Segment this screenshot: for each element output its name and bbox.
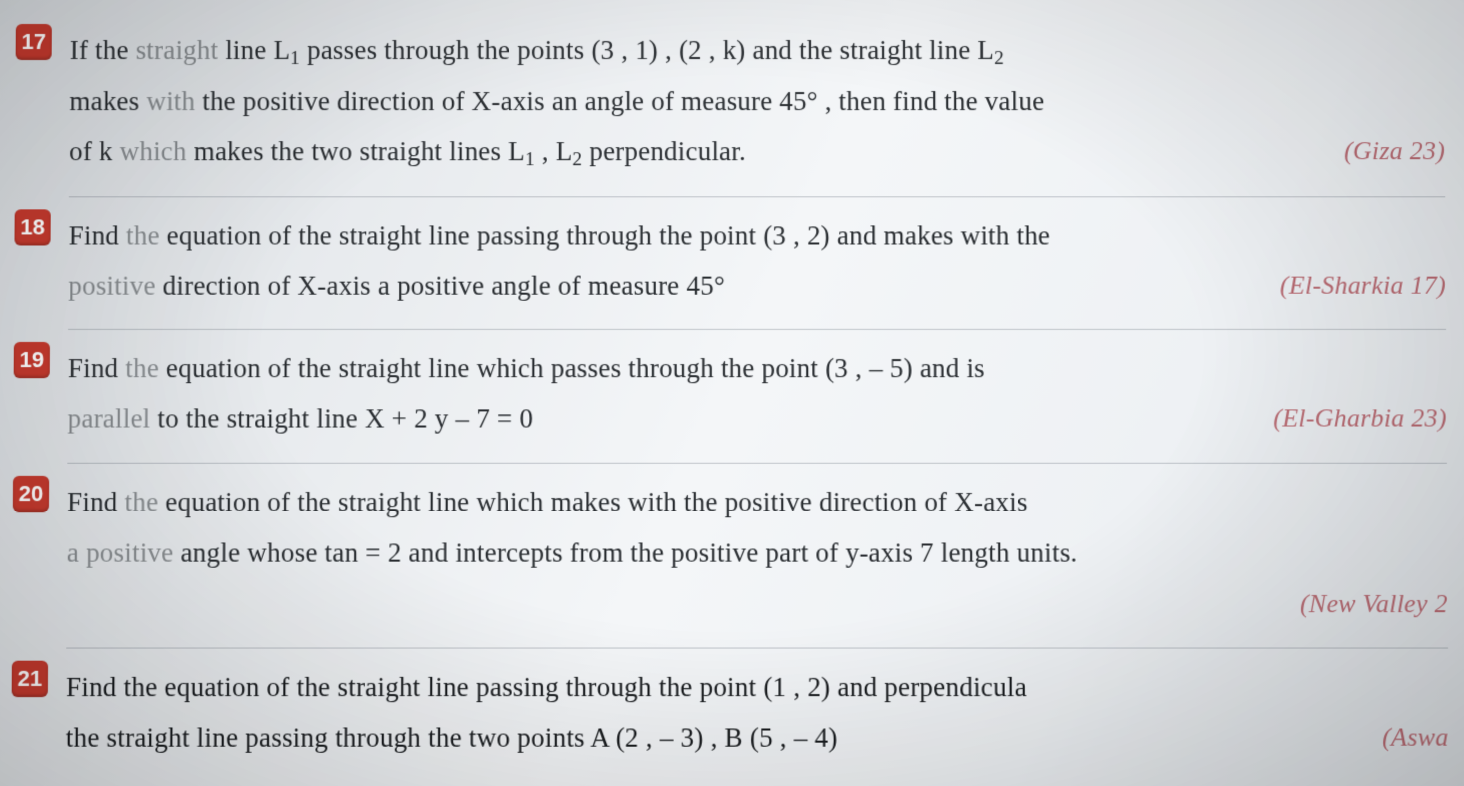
text-faded: straight (136, 35, 219, 65)
text: of k (69, 136, 120, 166)
text-faded: positive (68, 270, 155, 300)
text-faded: the (125, 353, 159, 383)
text-faded: which (120, 136, 187, 166)
text-faded: a positive (67, 538, 174, 568)
text: line L (218, 35, 290, 65)
question-number-badge: 17 (16, 24, 52, 60)
source-citation: (El-Sharkia 17) (1280, 261, 1446, 309)
text: the positive direction of X-axis an angl… (195, 86, 1044, 116)
text: Find (68, 353, 126, 383)
source-citation: (Giza 23) (1344, 127, 1445, 175)
question-18: 18 Find the equation of the straight lin… (68, 197, 1446, 330)
question-text: Find the equation of the straight line w… (67, 344, 1446, 445)
text: Find (67, 487, 125, 517)
text: line passing through the two points A (2… (190, 722, 838, 752)
question-number-badge: 21 (12, 661, 48, 697)
textbook-page: 17 If the straight line L1 passes throug… (0, 0, 1464, 782)
text-faded: parallel (67, 404, 150, 434)
question-19: 19 Find the equation of the straight lin… (67, 330, 1447, 464)
text: equation of the straight line which make… (158, 487, 1027, 517)
text: If the (70, 35, 136, 65)
text: passes through the points (3 , 1) , (2 ,… (300, 35, 994, 65)
text: , L (535, 136, 573, 166)
source-citation: (Aswa (1382, 713, 1449, 762)
text: the (124, 672, 158, 702)
subscript: 2 (572, 149, 582, 170)
text: equation of the straight line passing th… (160, 220, 1051, 250)
text-faded: the (125, 487, 159, 517)
question-text: Find the equation of the straight line w… (66, 478, 1448, 629)
question-21: 21 Find the equation of the straight lin… (65, 649, 1448, 783)
text: perpendicular. (582, 136, 746, 166)
source-citation: (New Valley 2 (1300, 589, 1448, 618)
text: equation of the straight line passing th… (157, 672, 1027, 702)
text: Find (69, 220, 127, 250)
question-number-badge: 20 (13, 476, 49, 512)
question-text: Find the equation of the straight line p… (68, 211, 1446, 311)
subscript: 2 (994, 48, 1004, 69)
text: Find (66, 672, 124, 702)
text: equation of the straight line which pass… (159, 353, 985, 383)
text: to the straight line X + 2 y – 7 = 0 (150, 404, 533, 434)
text-faded: with (146, 86, 195, 116)
text: the straight (66, 722, 190, 752)
question-text: Find the equation of the straight line p… (66, 663, 1449, 764)
text: direction of X-axis a positive angle of … (156, 270, 725, 300)
source-citation: (El-Gharbia 23) (1273, 395, 1447, 443)
question-17: 17 If the straight line L1 passes throug… (69, 12, 1445, 197)
text-faded: the (126, 220, 160, 250)
question-number-badge: 19 (14, 342, 50, 378)
text: makes the two straight lines L (187, 136, 525, 166)
text: makes (69, 86, 146, 116)
subscript: 1 (290, 48, 300, 69)
subscript: 1 (525, 149, 535, 170)
text: angle whose tan = 2 and intercepts from … (173, 538, 1077, 568)
question-number-badge: 18 (14, 209, 50, 245)
question-text: If the straight line L1 passes through t… (69, 26, 1445, 178)
question-20: 20 Find the equation of the straight lin… (66, 464, 1448, 649)
